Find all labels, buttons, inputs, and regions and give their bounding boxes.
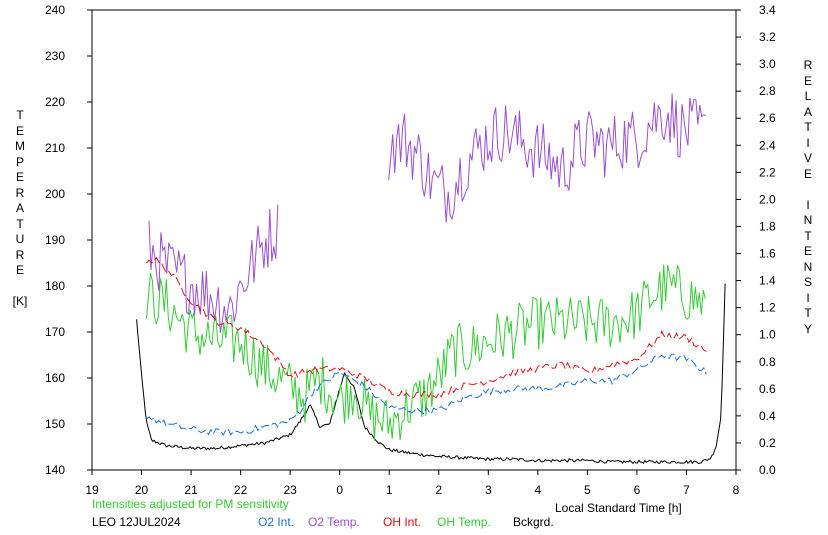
right-tick-label: 1.4 [759,274,776,288]
series-o2-int [146,353,707,436]
left-tick-label: 160 [45,371,65,385]
right-tick-label: 3.0 [759,57,776,71]
series-oh-temp [146,264,706,441]
legend-oh-temp: OH Temp. [437,515,491,529]
x-tick-label: 23 [283,483,297,497]
x-tick-label: 19 [85,483,99,497]
right-tick-label: 0.2 [759,436,776,450]
right-tick-label: 0.4 [759,409,776,423]
series-segment [148,204,279,333]
series-layer [136,93,726,465]
series-line [136,283,726,465]
left-tick-label: 170 [45,325,65,339]
x-tick-label: 8 [733,483,740,497]
series-bckgrd [136,283,726,465]
left-axis-label: T E M P E R A T U R E [K] [12,108,28,308]
right-tick-label: 1.6 [759,247,776,261]
left-tick-label: 150 [45,417,65,431]
pm-note: Intensities adjusted for PM sensitivity [92,497,289,511]
left-tick-label: 140 [45,463,65,477]
right-tick-label: 0.8 [759,355,776,369]
right-tick-label: 1.8 [759,219,776,233]
left-tick-label: 190 [45,233,65,247]
x-tick-label: 2 [435,483,442,497]
x-tick-label: 6 [634,483,641,497]
right-tick-label: 2.6 [759,111,776,125]
series-segment [388,93,706,223]
right-tick-label: 2.0 [759,192,776,206]
right-axis-label: R E L A T I V E I N T E N S I T Y [803,58,813,336]
x-tick-label: 7 [683,483,690,497]
series-oh-int [146,256,707,399]
left-tick-label: 200 [45,187,65,201]
x-tick-label: 0 [336,483,343,497]
x-tick-label: 3 [485,483,492,497]
right-tick-label: 2.2 [759,165,776,179]
left-tick-label: 180 [45,279,65,293]
right-tick-label: 1.2 [759,301,776,315]
left-axis-ticks: 140 150 160 170 180 190 200 210 220 230 240 [45,3,92,477]
right-tick-label: 2.8 [759,84,776,98]
x-tick-label: 5 [584,483,591,497]
x-axis-ticks: 19 20 21 22 23 0 1 2 3 4 5 6 7 8 [85,470,740,497]
series-line [146,353,707,436]
left-tick-label: 220 [45,95,65,109]
x-tick-label: 20 [135,483,149,497]
x-axis-label: Local Standard Time [h] [555,501,682,515]
left-tick-label: 230 [45,49,65,63]
series-segment [146,264,706,441]
legend-o2-temp: O2 Temp. [308,515,360,529]
x-tick-label: 4 [535,483,542,497]
series-o2-temp [148,93,706,333]
date-label: LEO 12JUL2024 [92,515,181,529]
right-tick-label: 3.4 [759,3,776,17]
x-tick-label: 22 [234,483,248,497]
legend-bckgrd: Bckgrd. [513,515,554,529]
series-line [146,256,707,399]
right-tick-label: 2.4 [759,138,776,152]
left-tick-label: 210 [45,141,65,155]
right-tick-label: 0.6 [759,382,776,396]
right-tick-label: 3.2 [759,30,776,44]
right-tick-label: 1.0 [759,328,776,342]
x-tick-label: 1 [386,483,393,497]
plot-area [91,9,737,471]
right-axis-ticks: 0.0 0.2 0.4 0.6 0.8 1.0 1.2 1.4 1.6 1.8 2.0 2.2 2.4 2… [736,3,776,477]
right-tick-label: 0.0 [759,463,776,477]
legend-o2-int: O2 Int. [258,515,294,529]
left-tick-label: 240 [45,3,65,17]
legend-oh-int: OH Int. [383,515,421,529]
x-tick-label: 21 [184,483,198,497]
